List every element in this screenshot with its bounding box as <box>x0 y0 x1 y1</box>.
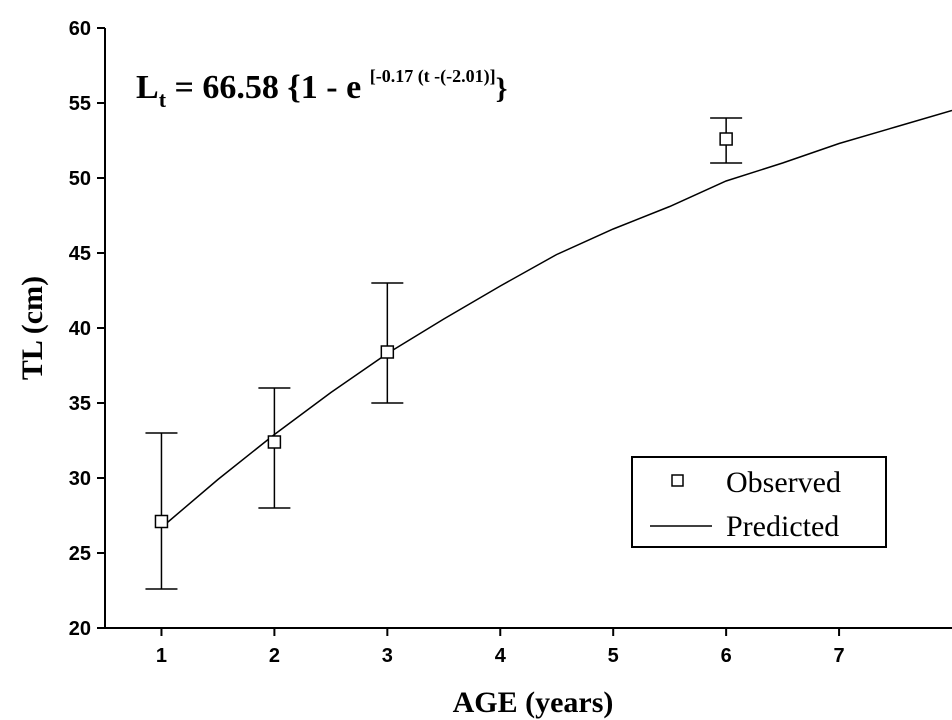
y-tick-label: 20 <box>69 618 91 640</box>
y-axis-ticks: 20 25 30 35 40 45 50 55 60 <box>69 18 105 640</box>
legend: Observed Predicted <box>631 456 887 548</box>
x-tick-label: 5 <box>608 645 619 667</box>
y-tick-label: 40 <box>69 318 91 340</box>
x-tick-label: 2 <box>269 645 280 667</box>
observed-point-group <box>145 432 178 590</box>
x-axis-title: AGE (years) <box>453 686 614 719</box>
observed-series <box>145 117 743 590</box>
x-tick-label: 1 <box>156 645 167 667</box>
observed-point-marker <box>154 514 169 529</box>
legend-observed-label: Observed <box>726 466 841 499</box>
equation-lhs-subscript: t <box>159 87 167 112</box>
legend-predicted-label: Predicted <box>726 510 839 543</box>
observed-point-group <box>258 387 291 509</box>
y-tick-label: 55 <box>69 93 91 115</box>
equation-exponent: [-0.17 (t -(-2.01)] <box>370 66 496 87</box>
x-tick-label: 6 <box>721 645 732 667</box>
x-axis-ticks: 1 2 3 4 5 6 7 <box>156 628 845 667</box>
equation-rhs: = 66.58 {1 - e <box>166 69 370 106</box>
y-tick-label: 45 <box>69 243 91 265</box>
legend-box <box>631 456 887 548</box>
predicted-series-line <box>161 109 952 529</box>
observed-point-marker <box>719 132 733 146</box>
equation-annotation: Lt = 66.58 {1 - e [-0.17 (t -(-2.01)]} <box>136 66 507 112</box>
observed-point-group <box>371 282 404 404</box>
legend-observed-marker <box>671 474 684 487</box>
observed-point-marker <box>380 345 395 359</box>
equation-lhs: L <box>136 69 159 106</box>
equation-close-brace: } <box>496 72 508 105</box>
y-tick-label: 50 <box>69 168 91 190</box>
y-tick-label: 25 <box>69 543 91 565</box>
x-tick-label: 3 <box>382 645 393 667</box>
y-axis-title: TL (cm) <box>16 276 49 380</box>
y-tick-label: 35 <box>69 393 91 415</box>
y-tick-label: 30 <box>69 468 91 490</box>
observed-point-group <box>710 117 743 164</box>
x-tick-label: 4 <box>495 645 507 667</box>
x-tick-label: 7 <box>834 645 845 667</box>
observed-point-marker <box>267 435 282 449</box>
y-tick-label: 60 <box>69 18 91 40</box>
